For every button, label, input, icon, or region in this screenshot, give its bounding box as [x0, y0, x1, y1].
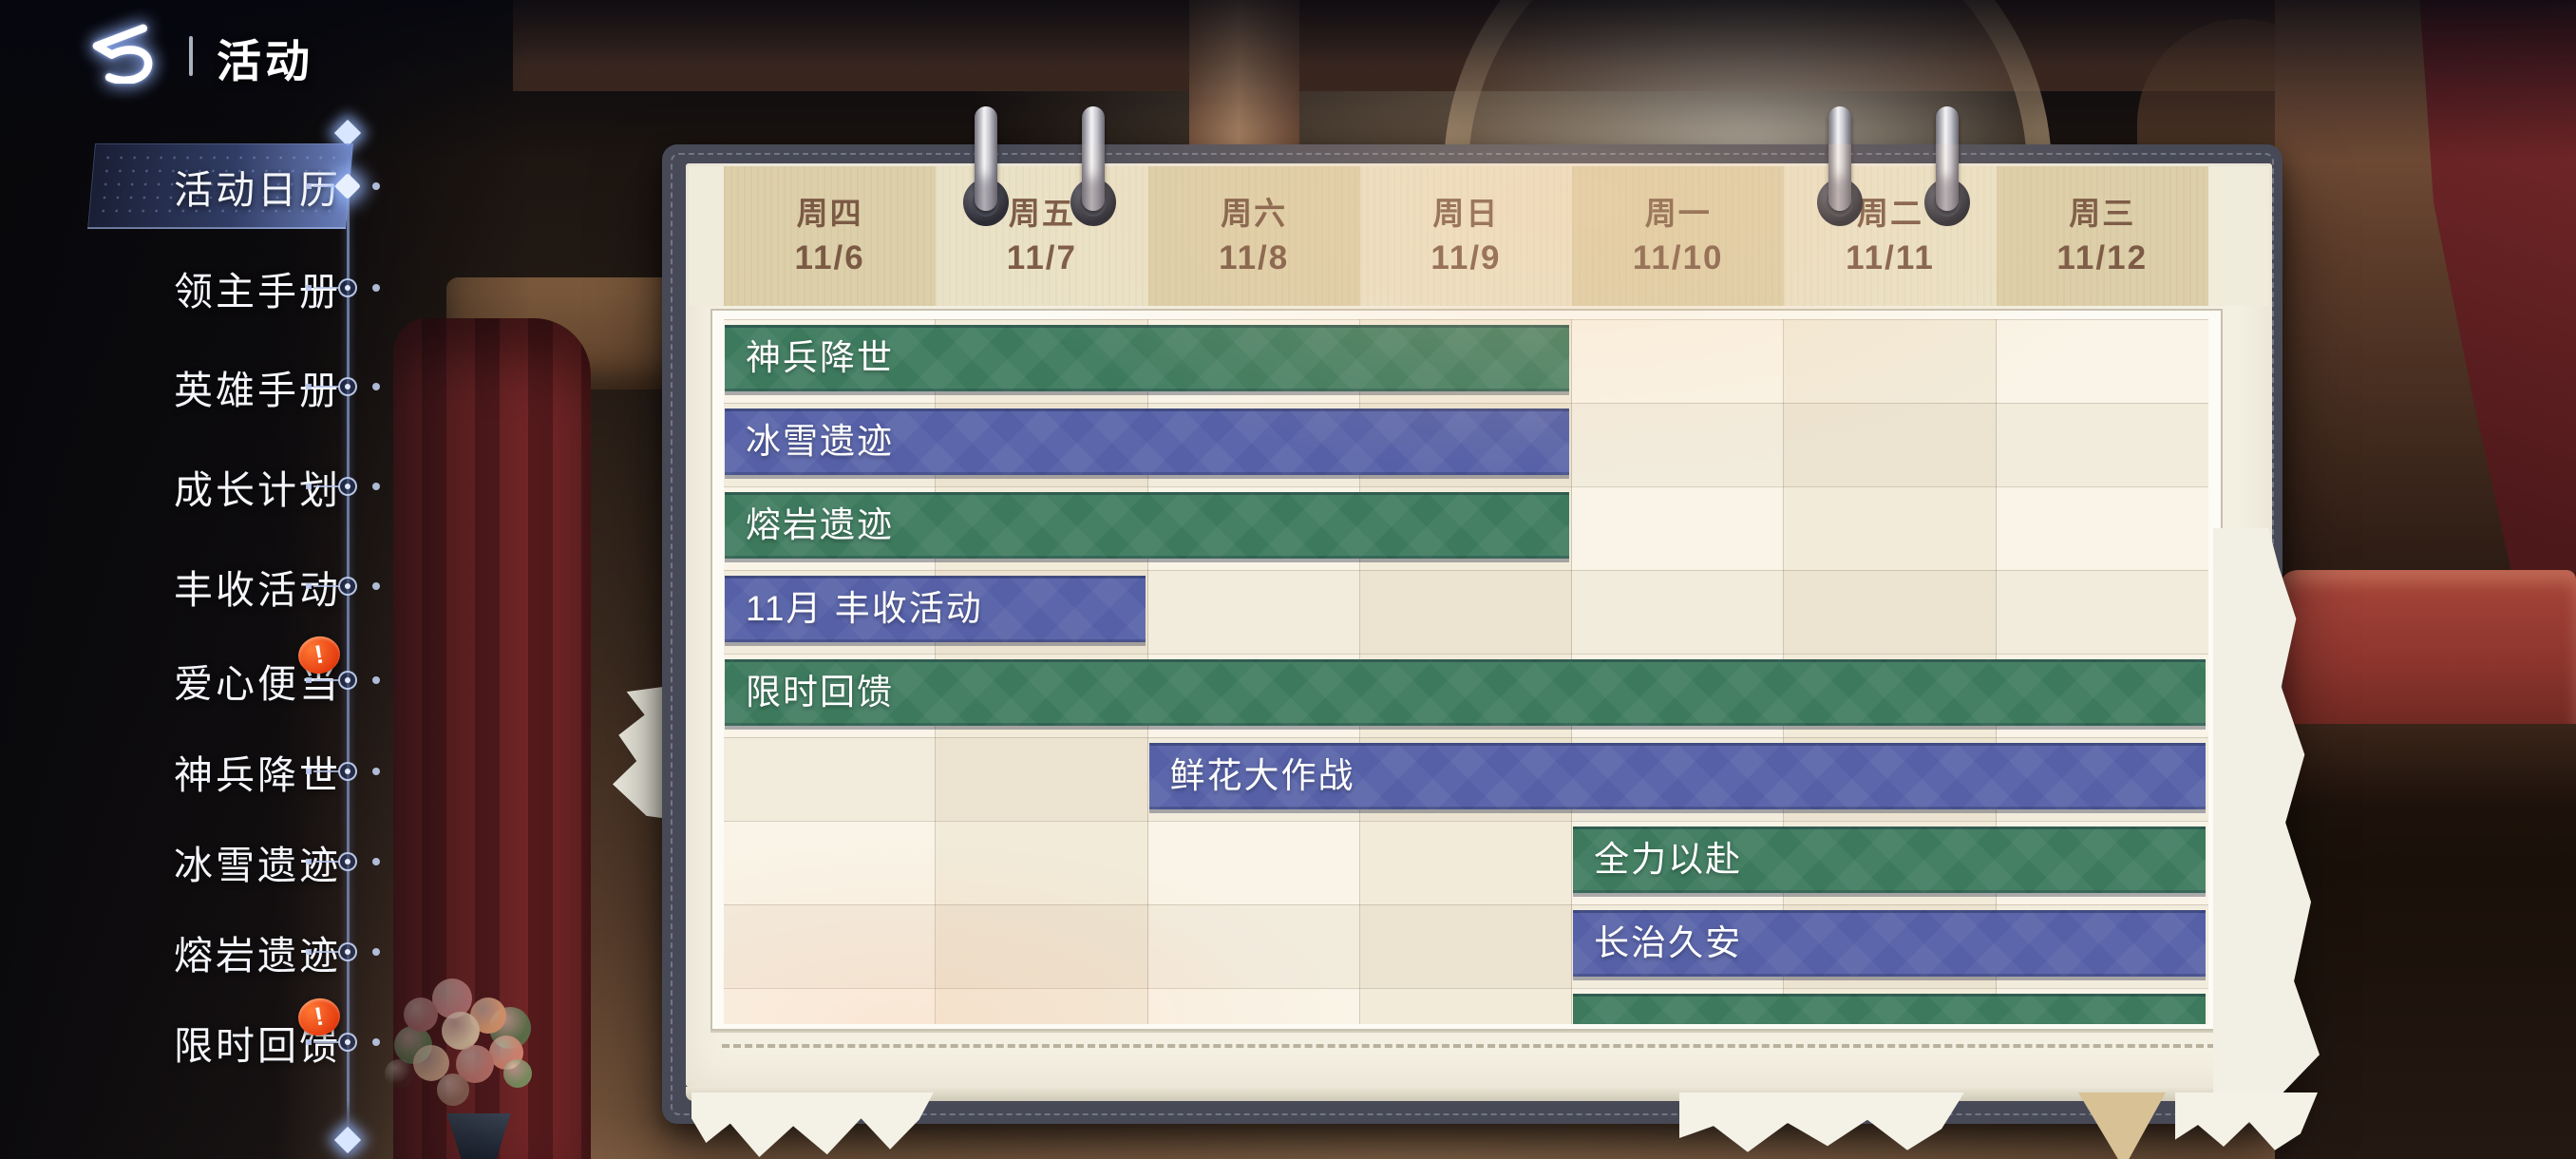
timeline-node-dot: [372, 948, 380, 956]
event-bar[interactable]: 神兵降世: [725, 325, 1570, 391]
timeline-node-dot: [372, 483, 380, 490]
header-margin-left: [689, 166, 724, 306]
binder-ring: [1924, 106, 1970, 226]
sidebar-item-神兵降世[interactable]: 神兵降世: [0, 726, 418, 817]
timeline-node-dot: [372, 676, 380, 684]
day-date-label: 11/7: [1006, 238, 1077, 276]
event-bar[interactable]: 冰雪遗迹: [725, 408, 1570, 475]
sidebar-item-活动日历[interactable]: 活动日历: [0, 141, 418, 232]
page-title: 活动: [217, 36, 313, 86]
timeline-node: [338, 852, 357, 871]
timeline-node-dot: [372, 582, 380, 590]
timeline-node: [338, 762, 357, 781]
timeline-node: [338, 377, 357, 396]
sidebar-item-丰收活动[interactable]: 丰收活动: [0, 541, 418, 632]
day-date-label: 11/6: [794, 238, 865, 276]
day-weekday-label: 周一: [1644, 195, 1712, 231]
day-date-label: 11/9: [1430, 238, 1502, 276]
timeline-connector: [306, 285, 340, 291]
timeline-connector: [306, 183, 340, 189]
sidebar-timeline: [347, 141, 350, 1140]
event-bar[interactable]: 限时回馈: [725, 659, 2206, 726]
timeline-node-dot: [372, 858, 380, 865]
timeline-node: [338, 477, 357, 496]
day-date-label: 11/8: [1219, 238, 1290, 276]
events-panel: 神兵降世冰雪遗迹熔岩遗迹 11月 丰收活动限时回馈鲜花大作战全力以赴长治久安: [710, 309, 2223, 1031]
day-header-cell: 周四 11/6: [724, 166, 937, 306]
sidebar-item-爱心便当[interactable]: 爱心便当!: [0, 633, 418, 726]
sidebar-item-label: 冰雪遗迹: [174, 844, 341, 887]
timeline-node: [338, 278, 357, 297]
sidebar-item-限时回馈[interactable]: 限时回馈!: [0, 995, 418, 1088]
timeline-node-dot: [372, 182, 380, 190]
timeline-node-dot: [372, 1038, 380, 1046]
back-swirl-icon: [92, 24, 153, 86]
day-header-cell: 周三 11/12: [1996, 166, 2208, 306]
sidebar-item-label: 丰收活动: [174, 568, 341, 612]
sidebar-item-label: 神兵降世: [174, 753, 341, 797]
binder-ring: [1070, 106, 1116, 226]
day-header-cell: 周六 11/8: [1147, 166, 1360, 306]
event-bar[interactable]: 11月 丰收活动: [725, 576, 1146, 642]
day-date-label: 11/12: [2056, 238, 2149, 276]
day-weekday-label: 周二: [1856, 195, 1923, 231]
sidebar-item-label: 英雄手册: [174, 369, 341, 412]
calendar-header-days: 周四 11/6 周五 11/7 周六 11/8 周日 11/9 周一 11/10 周二 11/11 周三…: [689, 166, 2269, 306]
timeline-node-dot: [372, 383, 380, 390]
sidebar-item-label: 领主手册: [174, 270, 341, 314]
timeline-node: [338, 671, 357, 690]
binder-ring: [963, 106, 1009, 226]
timeline-connector: [306, 677, 340, 683]
sidebar-item-label: 活动日历: [174, 168, 341, 212]
day-header-cell: 周日 11/9: [1359, 166, 1573, 306]
sidebar-item-英雄手册[interactable]: 英雄手册: [0, 341, 418, 432]
timeline-connector: [306, 859, 340, 864]
timeline-connector: [306, 384, 340, 390]
timeline-connector: [306, 949, 340, 955]
day-weekday-label: 周日: [1432, 195, 1500, 231]
event-bar[interactable]: 全力以赴: [1573, 826, 2206, 893]
timeline-connector: [306, 769, 340, 774]
sidebar-item-熔岩遗迹[interactable]: 熔岩遗迹: [0, 906, 418, 998]
event-bar[interactable]: 长治久安: [1573, 910, 2206, 977]
day-weekday-label: 周四: [796, 195, 863, 231]
day-weekday-label: 周六: [1221, 195, 1288, 231]
timeline-node-dot: [372, 768, 380, 775]
timeline-node: [338, 942, 357, 961]
sidebar-item-label: 成长计划: [174, 468, 341, 512]
day-date-label: 11/10: [1632, 238, 1724, 276]
day-date-label: 11/11: [1846, 238, 1935, 276]
event-bar[interactable]: 鲜花大作战: [1149, 743, 2206, 809]
top-vignette: [0, 0, 2576, 162]
day-header-cell: 周一 11/10: [1572, 166, 1785, 306]
timeline-node: [338, 1033, 357, 1052]
binder-ring: [1817, 106, 1863, 226]
title-divider: [189, 36, 193, 76]
bench-base: [2278, 724, 2576, 809]
timeline-connector: [306, 583, 340, 589]
sidebar-item-领主手册[interactable]: 领主手册: [0, 242, 418, 333]
paper-perforation: [722, 1044, 2215, 1048]
timeline-node-dot: [372, 284, 380, 292]
red-bench: [2278, 570, 2576, 730]
sidebar-item-冰雪遗迹[interactable]: 冰雪遗迹: [0, 816, 418, 907]
day-weekday-label: 周三: [2069, 195, 2136, 231]
timeline-node: [338, 577, 357, 596]
timeline-connector: [306, 484, 340, 489]
day-weekday-label: 周五: [1008, 195, 1075, 231]
event-bar[interactable]: 熔岩遗迹: [725, 492, 1570, 559]
sidebar-item-成长计划[interactable]: 成长计划: [0, 441, 418, 532]
header-margin-right: [2207, 166, 2269, 306]
timeline-connector: [306, 1039, 340, 1045]
event-bar[interactable]: [1573, 994, 2206, 1024]
events-grid: 神兵降世冰雪遗迹熔岩遗迹 11月 丰收活动限时回馈鲜花大作战全力以赴长治久安: [724, 319, 2208, 1024]
sidebar-item-label: 熔岩遗迹: [174, 934, 341, 978]
back-button[interactable]: [80, 21, 161, 86]
